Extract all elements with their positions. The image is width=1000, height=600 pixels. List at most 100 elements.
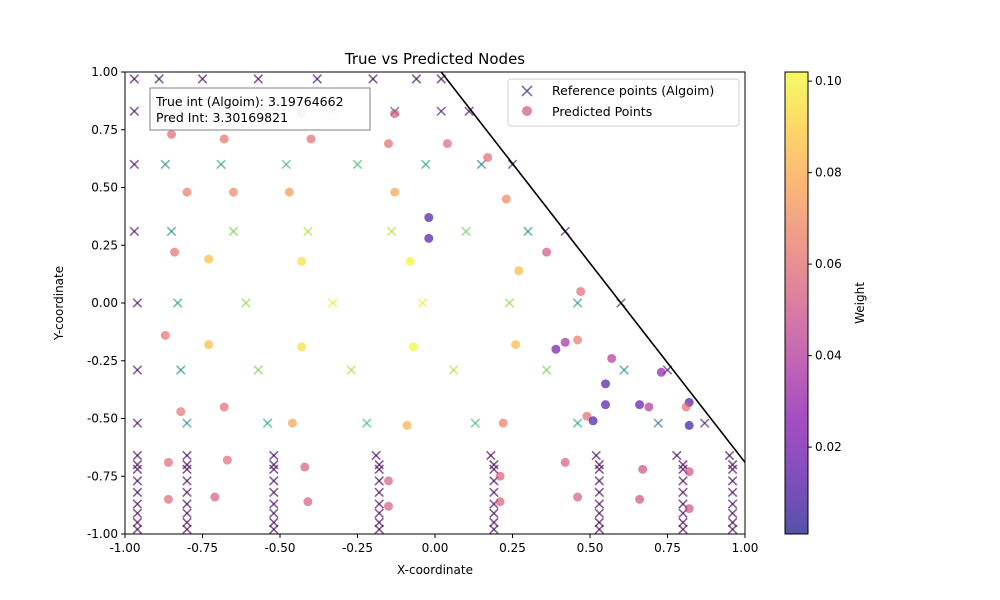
y-tick-label: -0.75 xyxy=(87,469,118,483)
legend-x-marker-icon xyxy=(521,85,533,97)
reference-point xyxy=(182,524,192,534)
reference-point xyxy=(464,106,474,117)
reference-point xyxy=(727,508,738,518)
reference-point xyxy=(374,464,384,475)
y-axis-label: Y-coordinate xyxy=(52,266,66,341)
annotation-pred-int: Pred Int: 3.30169821 xyxy=(156,110,288,125)
reference-point xyxy=(132,464,143,475)
reference-point xyxy=(653,418,663,428)
predicted-point xyxy=(560,457,570,467)
predicted-point xyxy=(560,337,570,347)
reference-point xyxy=(129,159,140,170)
reference-point xyxy=(182,487,192,498)
predicted-point xyxy=(204,340,214,350)
colorbar-tick-label: 0.04 xyxy=(815,349,842,363)
reference-point xyxy=(346,365,357,375)
legend-label-reference: Reference points (Algoim) xyxy=(552,83,714,98)
reference-point xyxy=(371,450,381,461)
predicted-point xyxy=(551,344,561,354)
reference-point xyxy=(594,524,605,534)
x-tick-label: 0.25 xyxy=(499,541,526,555)
predicted-point xyxy=(684,420,694,430)
reference-point xyxy=(594,508,605,518)
x-tick-label: 0.75 xyxy=(654,541,681,555)
reference-point xyxy=(241,298,251,308)
reference-point xyxy=(216,159,226,170)
reference-point xyxy=(448,365,459,375)
predicted-point xyxy=(635,400,645,410)
boundary-line xyxy=(440,72,745,463)
predicted-point xyxy=(390,187,400,197)
reference-point xyxy=(182,464,192,475)
reference-point xyxy=(129,106,140,117)
reference-point xyxy=(374,524,384,534)
x-tick-label: -1.00 xyxy=(109,541,140,555)
reference-point xyxy=(269,524,279,534)
predicted-point xyxy=(390,109,400,119)
predicted-point xyxy=(160,330,170,340)
y-tick-label: -0.50 xyxy=(87,412,118,426)
reference-point xyxy=(129,226,140,237)
y-tick-label: 0.00 xyxy=(91,296,118,310)
reference-point xyxy=(619,365,629,375)
predicted-point xyxy=(306,134,316,144)
reference-point xyxy=(727,524,738,534)
y-axis-ticks: -1.00 -0.75 -0.50 -0.25 0.00 0.25 0.50 0.75 1.00 xyxy=(87,65,125,541)
reference-point xyxy=(132,517,143,528)
reference-point xyxy=(386,226,397,237)
colorbar-tick-label: 0.10 xyxy=(815,74,842,88)
reference-point xyxy=(182,418,192,428)
reference-point xyxy=(411,74,422,84)
reference-point xyxy=(727,487,738,498)
y-tick-label: 0.50 xyxy=(91,181,118,195)
reference-point xyxy=(727,476,738,486)
reference-point xyxy=(436,106,446,117)
x-tick-label: -0.25 xyxy=(342,541,373,555)
predicted-point xyxy=(287,418,297,428)
predicted-points-layer xyxy=(160,99,694,514)
reference-point xyxy=(594,464,605,475)
predicted-point xyxy=(424,213,434,223)
annotation-true-int: True int (Algoim): 3.19764662 xyxy=(155,94,344,109)
reference-point xyxy=(132,524,143,534)
reference-point xyxy=(132,499,143,509)
predicted-point xyxy=(656,367,666,377)
reference-point xyxy=(281,159,291,170)
reference-point xyxy=(541,365,552,375)
reference-point xyxy=(523,226,533,237)
y-tick-label: 1.00 xyxy=(91,65,118,79)
reference-point xyxy=(182,508,192,518)
reference-point xyxy=(727,464,738,475)
reference-point xyxy=(129,74,140,84)
reference-point xyxy=(160,159,171,170)
reference-point xyxy=(269,508,279,518)
reference-point xyxy=(417,298,428,308)
reference-point xyxy=(312,74,322,84)
reference-point xyxy=(374,517,384,528)
reference-point xyxy=(132,508,143,518)
predicted-point xyxy=(684,504,694,514)
reference-point xyxy=(253,365,264,375)
predicted-point xyxy=(635,494,645,504)
reference-point xyxy=(368,74,378,84)
predicted-point xyxy=(300,462,310,472)
reference-point xyxy=(182,476,192,486)
chart-title: True vs Predicted Nodes xyxy=(344,50,525,68)
legend-label-predicted: Predicted Points xyxy=(552,104,652,119)
reference-point xyxy=(486,450,496,461)
reference-point xyxy=(727,499,738,509)
predicted-point xyxy=(402,420,412,430)
reference-point xyxy=(374,508,384,518)
predicted-point xyxy=(384,139,393,149)
reference-point xyxy=(504,298,515,308)
y-tick-label: 0.25 xyxy=(91,238,118,252)
predicted-point xyxy=(498,418,508,428)
reference-point xyxy=(591,450,601,461)
y-tick-label: -0.25 xyxy=(87,354,118,368)
reference-point xyxy=(197,74,208,84)
x-axis-ticks: -1.00 -0.75 -0.50 -0.25 0.00 0.25 0.50 0.75 1.00 xyxy=(109,534,758,555)
predicted-point xyxy=(405,256,415,266)
reference-point xyxy=(269,499,279,509)
predicted-point xyxy=(638,464,648,474)
